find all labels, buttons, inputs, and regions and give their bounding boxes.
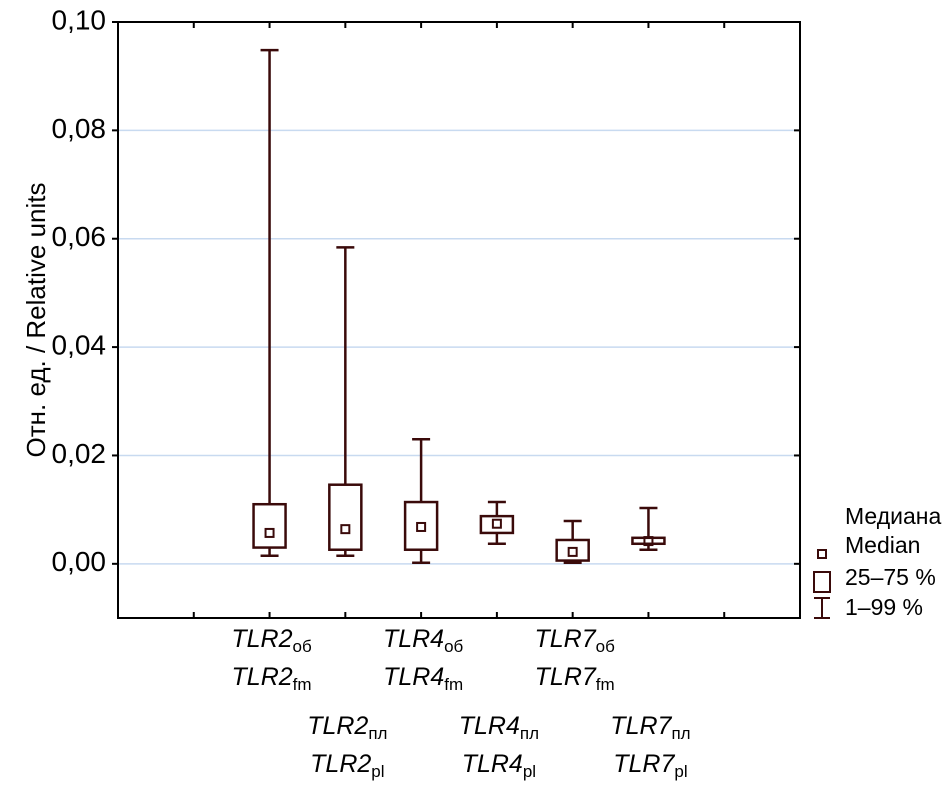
x-tick-label: TLR4pl (462, 750, 536, 782)
x-tick-label: TLR4fm (383, 663, 463, 695)
label-main: TLR7 (535, 663, 597, 691)
x-tick-label: TLR2об (231, 625, 312, 657)
label-main: TLR2 (232, 663, 293, 691)
label-sub: pl (674, 762, 687, 781)
label-sub: fm (293, 675, 312, 694)
label-main: TLR4 (462, 750, 523, 778)
y-tick-label: 0,08 (52, 113, 107, 144)
label-sub: fm (444, 675, 463, 694)
box (403, 500, 439, 551)
label-sub: об (596, 637, 615, 656)
legend-label: 1–99 % (845, 594, 923, 620)
label-main: TLR7 (610, 712, 672, 740)
median (264, 527, 275, 538)
label-main: TLR7 (613, 750, 675, 778)
label-sub: fm (596, 675, 615, 694)
x-tick-label: TLR4об (383, 625, 464, 657)
label-main: TLR2 (310, 750, 371, 778)
y-tick-label: 0,04 (52, 329, 107, 360)
label-main: TLR2 (307, 712, 368, 740)
x-tick-label: TLR7пл (610, 712, 690, 744)
label-sub: pl (371, 762, 384, 781)
label-sub: пл (368, 724, 387, 743)
label-sub: об (444, 637, 463, 656)
label-main: TLR2 (231, 625, 292, 653)
median (567, 546, 578, 557)
label-sub: пл (520, 724, 539, 743)
box (479, 514, 515, 535)
x-tick-label: TLR4пл (459, 712, 539, 744)
x-tick-label: TLR2pl (310, 750, 384, 782)
label-sub: pl (523, 762, 536, 781)
y-tick-label: 0,06 (52, 221, 107, 252)
x-tick-label: TLR7pl (613, 750, 687, 782)
y-tick-label: 0,10 (52, 4, 107, 35)
median (643, 536, 654, 547)
median (491, 518, 502, 529)
legend-box (813, 571, 831, 593)
label-main: TLR4 (383, 663, 444, 691)
box (555, 538, 590, 562)
x-tick-label: TLR7об (534, 625, 615, 657)
box (631, 536, 666, 546)
legend-label: Медиана (845, 503, 941, 529)
legend-label: Median (845, 532, 920, 558)
legend-median (817, 549, 827, 559)
label-sub: об (293, 637, 312, 656)
label-sub: пл (671, 724, 690, 743)
median (416, 521, 427, 532)
x-tick-label: TLR2пл (307, 712, 387, 744)
box (252, 502, 287, 549)
y-tick-label: 0,02 (52, 438, 107, 469)
median (340, 524, 351, 535)
y-axis-label: Отн. ед. / Relative units (21, 183, 51, 458)
label-main: TLR7 (534, 625, 596, 653)
label-main: TLR4 (383, 625, 444, 653)
box (328, 483, 363, 551)
label-main: TLR4 (459, 712, 520, 740)
y-tick-label: 0,00 (52, 546, 107, 577)
legend-label: 25–75 % (845, 564, 936, 590)
plot-frame (117, 21, 801, 619)
x-tick-label: TLR7fm (535, 663, 615, 695)
x-tick-label: TLR2fm (232, 663, 312, 695)
